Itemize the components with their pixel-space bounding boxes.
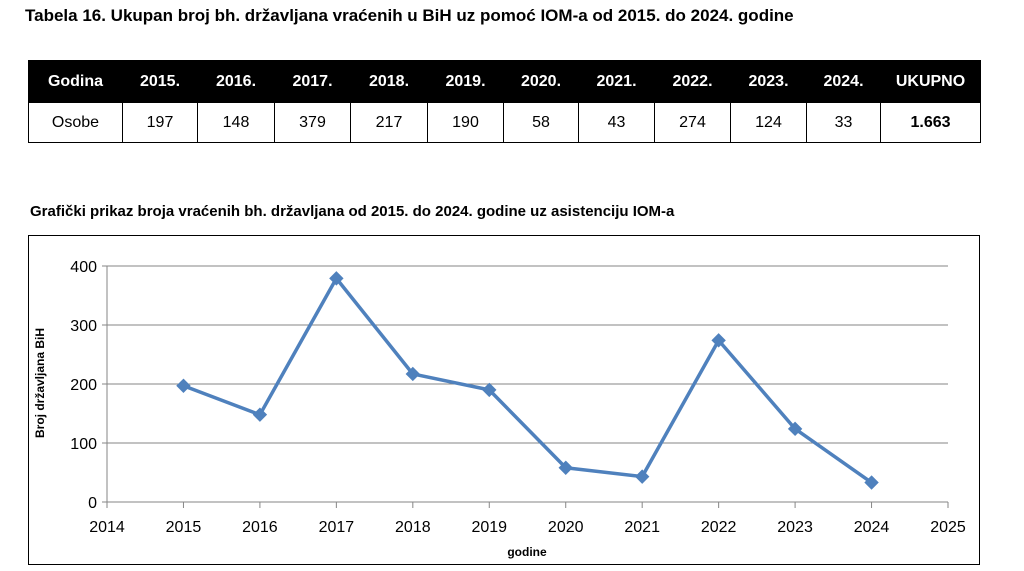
data-point-marker <box>482 382 497 398</box>
x-tick-label: 2021 <box>624 519 660 536</box>
value-cell: 190 <box>427 102 504 143</box>
x-tick-label: 2019 <box>471 519 507 536</box>
y-tick-label: 300 <box>70 318 97 335</box>
x-tick-label: 2022 <box>701 519 737 536</box>
table-title: Tabela 16. Ukupan broj bh. državljana vr… <box>25 6 794 25</box>
header-cell-total: UKUPNO <box>880 60 981 103</box>
value-cell: 58 <box>503 102 579 143</box>
header-cell-year: 2017. <box>274 60 351 103</box>
header-cell-year: 2016. <box>197 60 275 103</box>
data-point-marker <box>864 475 879 490</box>
header-cell-year: 2024. <box>806 60 881 103</box>
chart-heading: Grafički prikaz broja vraćenih bh. držav… <box>30 203 675 220</box>
data-point-marker <box>558 460 573 475</box>
data-points <box>176 271 879 490</box>
value-cell: 124 <box>730 102 807 143</box>
value-cell: 274 <box>654 102 731 143</box>
series-polyline <box>182 276 873 484</box>
header-cell-year: 2020. <box>503 60 579 103</box>
chart-frame <box>28 235 980 565</box>
x-axis-label: godine <box>507 545 547 559</box>
axes <box>102 265 949 508</box>
row-label-cell: Osobe <box>28 102 123 143</box>
header-cell-year: 2023. <box>730 60 807 103</box>
data-point-marker <box>176 378 191 393</box>
x-tick-label: 2025 <box>930 519 966 536</box>
x-tick-label: 2020 <box>548 519 584 536</box>
x-tick-label: 2024 <box>854 519 890 536</box>
data-point-marker <box>787 421 803 437</box>
series-line <box>182 276 873 484</box>
y-tick-labels: 0 100 200 300 400 <box>70 259 97 512</box>
value-cell: 148 <box>197 102 275 143</box>
y-tick-label: 100 <box>70 436 97 453</box>
header-cell-year: 2022. <box>654 60 731 103</box>
value-cell: 379 <box>274 102 351 143</box>
value-cell: 43 <box>578 102 655 143</box>
data-table: Godina 2015. 2016. 2017. 2018. 2019. 202… <box>28 60 981 143</box>
table-row: Osobe 197 148 379 217 190 58 43 274 124 … <box>28 102 981 143</box>
total-cell: 1.663 <box>880 102 981 143</box>
table-header-row: Godina 2015. 2016. 2017. 2018. 2019. 202… <box>28 60 981 103</box>
header-cell-year: 2021. <box>578 60 655 103</box>
data-point-marker <box>252 407 268 422</box>
value-cell: 33 <box>806 102 881 143</box>
header-cell-year: 2018. <box>350 60 428 103</box>
x-tick-label: 2018 <box>395 519 431 536</box>
x-tick-label: 2023 <box>777 519 813 536</box>
x-tick-label: 2014 <box>89 519 125 536</box>
x-tick-label: 2015 <box>166 519 202 536</box>
data-point-marker <box>329 271 344 286</box>
data-point-marker <box>405 366 421 382</box>
x-tick-label: 2016 <box>242 519 278 536</box>
grid-lines <box>107 265 948 444</box>
y-axis-label: Broj državljana BiH <box>33 328 47 438</box>
y-tick-label: 200 <box>70 377 97 394</box>
data-point-marker <box>634 469 650 484</box>
value-cell: 217 <box>350 102 428 143</box>
header-cell-year: 2015. <box>122 60 198 103</box>
x-tick-label: 2017 <box>319 519 355 536</box>
data-point-marker <box>711 333 726 348</box>
value-cell: 197 <box>122 102 198 143</box>
y-tick-label: 400 <box>70 259 97 276</box>
x-tick-labels: 2014 2015 2016 2017 2018 2019 2020 2021 2022 2023… <box>89 519 966 536</box>
y-tick-label: 0 <box>88 495 97 512</box>
